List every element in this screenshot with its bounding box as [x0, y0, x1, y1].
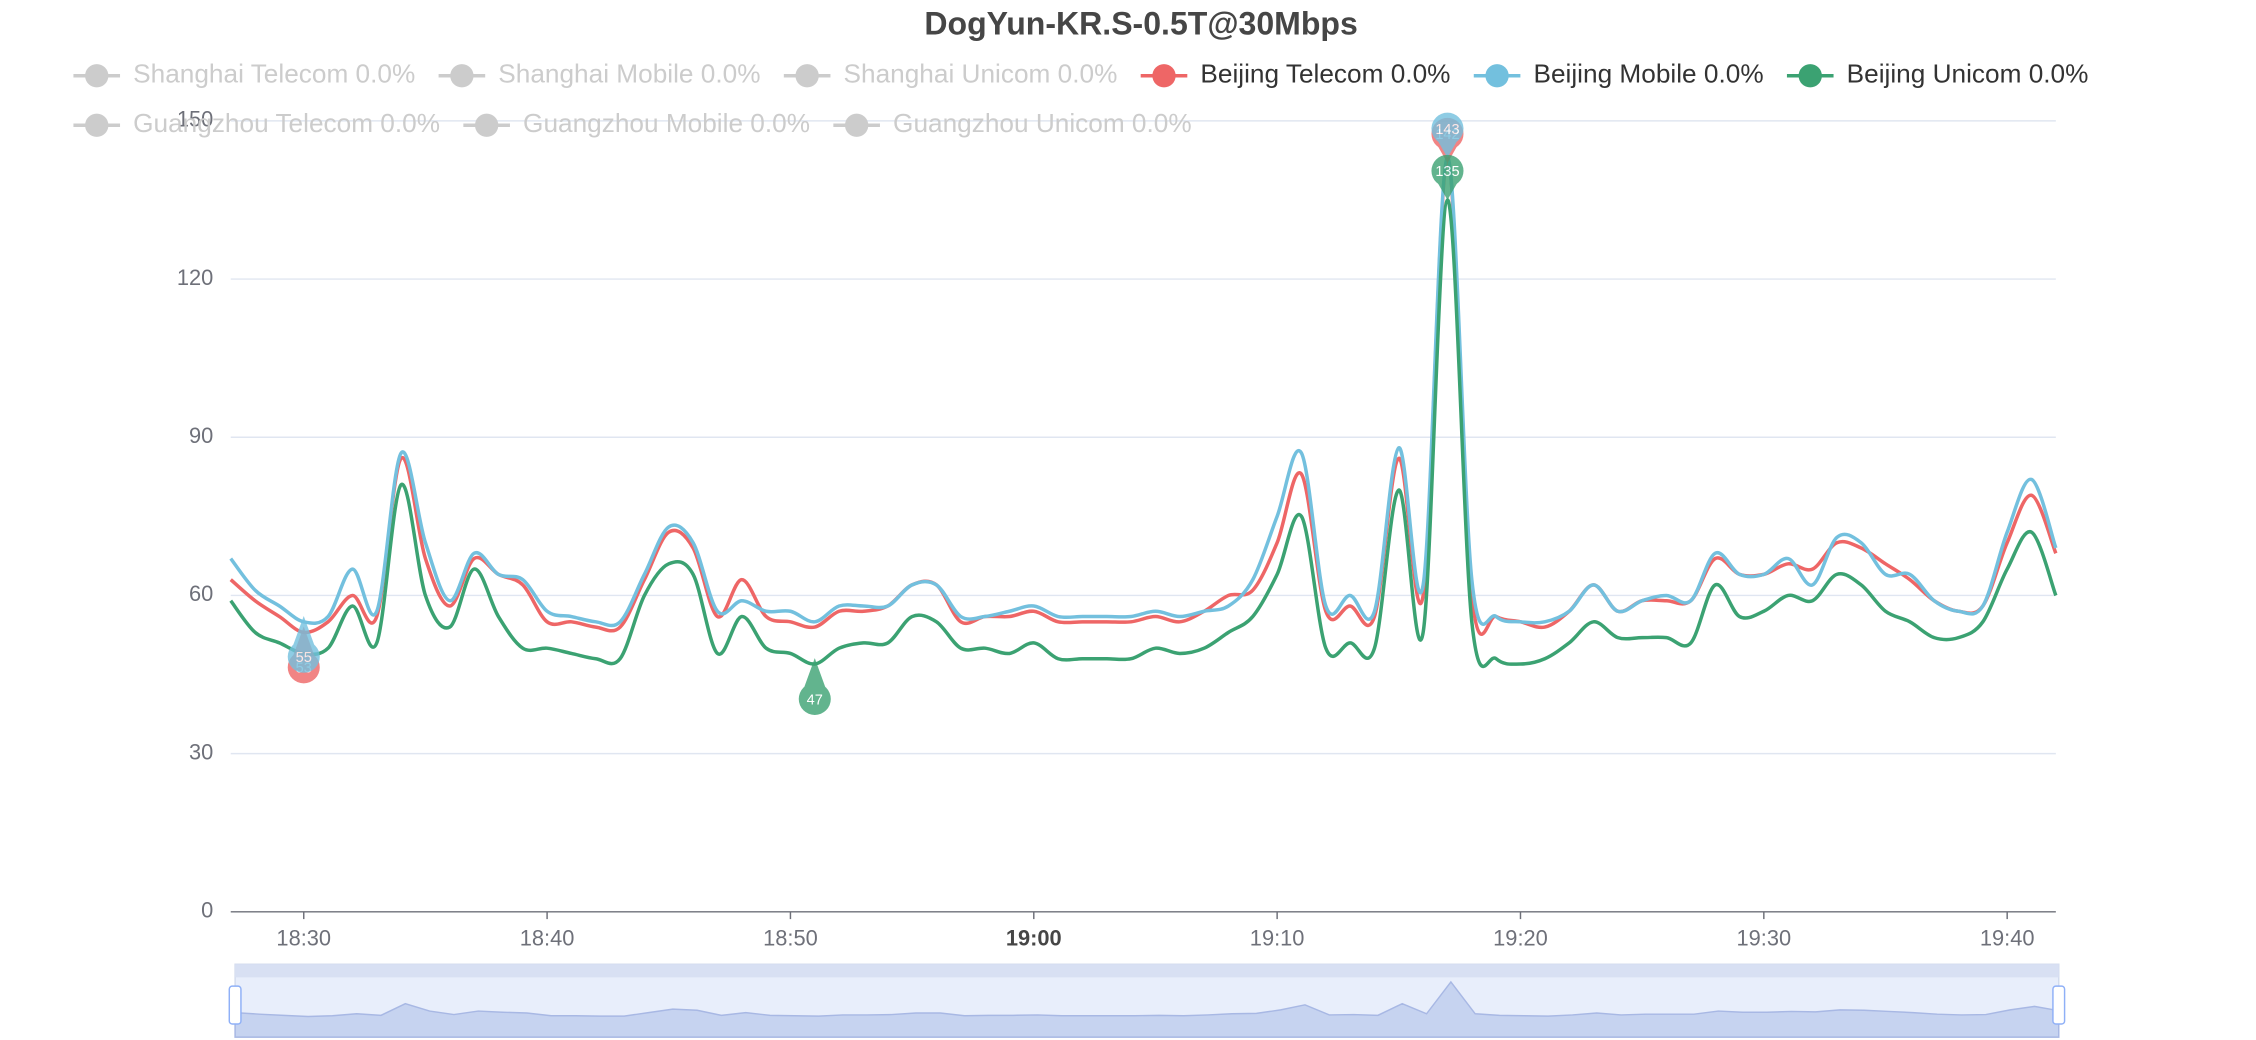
y-tick-label: 90 [189, 423, 213, 448]
zoom-handle[interactable] [228, 985, 242, 1025]
x-tick-label: 18:30 [276, 925, 331, 950]
legend-marker [1152, 64, 1176, 88]
y-tick-label: 30 [189, 739, 213, 764]
legend-item[interactable]: Shanghai Telecom 0.0% [73, 59, 415, 89]
series-line [229, 161, 2058, 636]
mark-point-label: 143 [1435, 122, 1459, 138]
legend-marker [844, 113, 869, 137]
legend-label: Guangzhou Unicom 0.0% [893, 108, 1192, 138]
x-tick-label: 19:00 [1006, 925, 1062, 950]
legend-label: Beijing Unicom 0.0% [1847, 59, 2089, 89]
legend-item[interactable]: Beijing Telecom 0.0% [1140, 59, 1451, 89]
x-tick-label: 19:40 [1980, 925, 2035, 950]
legend-label: Guangzhou Mobile 0.0% [523, 108, 810, 138]
legend-label: Shanghai Mobile 0.0% [498, 59, 760, 89]
mark-pin-head [798, 682, 831, 715]
legend-item[interactable]: Shanghai Mobile 0.0% [438, 59, 761, 89]
mark-point: 143 [1431, 112, 1464, 158]
x-tick-label: 18:50 [763, 925, 818, 950]
mark-pin-head [1431, 112, 1464, 145]
legend-marker [475, 113, 499, 137]
legend-marker [1798, 64, 1822, 88]
legend-label: Beijing Telecom 0.0% [1200, 59, 1450, 89]
mark-point-label: 47 [807, 692, 823, 708]
legend-marker [795, 64, 819, 88]
x-tick-label: 19:30 [1737, 925, 1792, 950]
legend-marker [450, 64, 474, 88]
x-tick-label: 19:10 [1250, 925, 1305, 950]
mark-point-label: 55 [296, 650, 312, 666]
zoom-top-bar [235, 964, 2059, 978]
legend-label: Shanghai Unicom 0.0% [844, 59, 1118, 89]
legend-label: Shanghai Telecom 0.0% [133, 59, 415, 89]
legend-label: Guangzhou Telecom 0.0% [133, 108, 440, 138]
y-tick-label: 120 [177, 265, 213, 290]
mark-pin [292, 615, 316, 649]
legend-marker [1485, 64, 1509, 88]
legend-label: Beijing Mobile 0.0% [1533, 59, 1763, 89]
x-tick-label: 18:40 [520, 925, 575, 950]
series-line [229, 156, 2058, 628]
mark-point: 47 [798, 658, 831, 715]
mark-pin-head [287, 640, 320, 673]
legend-item[interactable]: Shanghai Unicom 0.0% [783, 59, 1118, 89]
legend-marker [85, 64, 109, 88]
y-tick-label: 60 [189, 581, 213, 606]
legend-item[interactable]: Beijing Unicom 0.0% [1786, 59, 2089, 89]
legend-item[interactable]: Guangzhou Mobile 0.0% [463, 108, 810, 138]
legend-marker [85, 113, 109, 137]
legend-item[interactable]: Guangzhou Unicom 0.0% [833, 108, 1192, 138]
mark-point: 55 [287, 615, 320, 673]
zoom-handle[interactable] [2052, 985, 2066, 1025]
y-tick-label: 150 [177, 107, 213, 132]
x-tick-label: 19:20 [1493, 925, 1548, 950]
chart-title: DogYun-KR.S-0.5T@30Mbps [924, 6, 1357, 42]
mark-pin [803, 658, 827, 691]
mark-point: 135 [1431, 154, 1464, 200]
legend-item[interactable]: Guangzhou Telecom 0.0% [73, 108, 440, 138]
mark-pin-head [1431, 154, 1464, 187]
mark-point-label: 135 [1435, 164, 1459, 180]
series-line [229, 198, 2058, 669]
zoom-preview [234, 980, 2060, 1038]
legend-item[interactable]: Beijing Mobile 0.0% [1473, 59, 1764, 89]
y-tick-label: 0 [201, 898, 213, 923]
